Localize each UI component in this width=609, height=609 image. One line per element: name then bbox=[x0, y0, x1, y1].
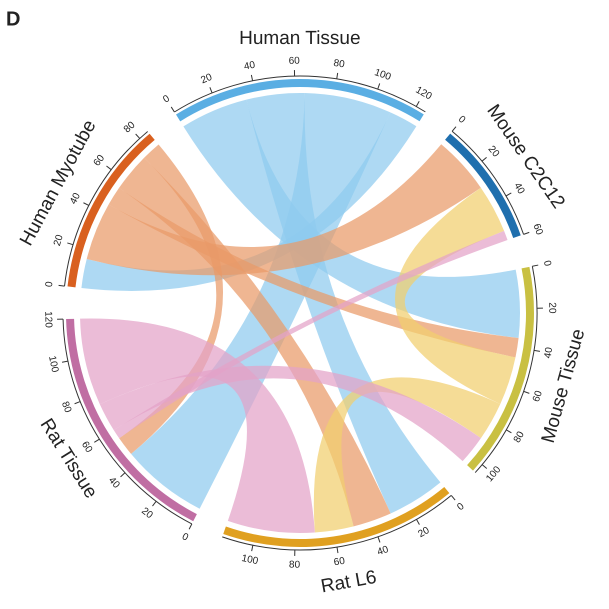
sector-baseline bbox=[174, 75, 426, 113]
tick-label: 40 bbox=[68, 191, 83, 206]
tick-mark bbox=[94, 438, 100, 443]
sector-baseline bbox=[474, 266, 538, 473]
sector-baseline bbox=[222, 495, 452, 551]
chord bbox=[395, 187, 516, 404]
tick-mark bbox=[250, 74, 254, 81]
chord bbox=[80, 318, 315, 533]
tick-mark bbox=[481, 464, 488, 469]
tick-mark bbox=[120, 472, 126, 478]
tick-mark bbox=[74, 401, 81, 405]
chord bbox=[183, 99, 520, 338]
tick-mark bbox=[83, 202, 90, 206]
sector-name: Rat Tissue bbox=[36, 415, 102, 502]
tick-label: 20 bbox=[416, 525, 431, 540]
tick-mark bbox=[188, 523, 193, 530]
tick-mark bbox=[450, 495, 456, 501]
tick-label: 80 bbox=[333, 58, 346, 71]
tick-mark bbox=[532, 264, 539, 267]
sector-arc bbox=[467, 266, 534, 471]
tick-mark bbox=[336, 547, 339, 554]
sector-arc bbox=[223, 486, 450, 547]
tick-label: 80 bbox=[122, 119, 138, 135]
tick-mark bbox=[106, 165, 112, 171]
tick-mark bbox=[523, 231, 530, 235]
chord bbox=[119, 157, 391, 527]
tick-label: 60 bbox=[92, 153, 108, 169]
tick-mark bbox=[58, 284, 65, 287]
sector-arc bbox=[67, 133, 155, 288]
sector-name: Mouse Tissue bbox=[538, 327, 590, 446]
tick-mark bbox=[415, 101, 420, 107]
tick-mark bbox=[523, 390, 530, 394]
sector-baseline bbox=[64, 131, 148, 287]
tick-label: 100 bbox=[484, 464, 503, 484]
tick-label: 40 bbox=[106, 475, 122, 491]
tick-label: 20 bbox=[139, 506, 155, 522]
tick-label: 120 bbox=[414, 85, 434, 103]
tick-label: 80 bbox=[59, 400, 74, 415]
tick-label: 20 bbox=[546, 302, 557, 314]
chord bbox=[108, 187, 519, 358]
sector-arc bbox=[175, 78, 424, 122]
chord bbox=[81, 112, 417, 291]
sector-arc bbox=[66, 318, 197, 522]
tick-mark bbox=[451, 126, 457, 132]
tick-label: 60 bbox=[531, 389, 545, 404]
tick-label: 20 bbox=[199, 72, 214, 87]
tick-mark bbox=[61, 360, 69, 363]
tick-label: 100 bbox=[241, 553, 260, 567]
tick-mark bbox=[416, 519, 420, 525]
tick-label: 0 bbox=[44, 281, 56, 288]
tick-mark bbox=[377, 536, 381, 543]
tick-label: 0 bbox=[180, 531, 190, 544]
tick-label: 0 bbox=[161, 93, 172, 106]
tick-label: 120 bbox=[42, 311, 53, 328]
tick-mark bbox=[481, 156, 487, 162]
sector-name: Rat L6 bbox=[319, 567, 378, 598]
tick-mark bbox=[170, 106, 175, 113]
panel-label: D bbox=[6, 8, 20, 30]
tick-mark bbox=[135, 133, 141, 139]
chords bbox=[80, 93, 520, 533]
sector-baseline bbox=[451, 130, 525, 235]
tick-mark bbox=[152, 501, 157, 507]
tick-mark bbox=[377, 83, 381, 90]
tick-mark bbox=[67, 242, 74, 246]
tick-label: 0 bbox=[541, 260, 553, 268]
tick-label: 60 bbox=[79, 440, 94, 456]
chord bbox=[113, 230, 508, 439]
tick-label: 20 bbox=[52, 233, 66, 247]
tick-mark bbox=[505, 192, 512, 197]
tick-mark bbox=[251, 545, 254, 552]
tick-label: 20 bbox=[486, 144, 502, 160]
tick-label: 100 bbox=[373, 67, 393, 83]
tick-label: 40 bbox=[243, 60, 257, 73]
tick-label: 80 bbox=[289, 559, 301, 570]
tick-label: 100 bbox=[46, 355, 60, 374]
tick-label: 40 bbox=[543, 346, 556, 359]
tick-label: 0 bbox=[456, 114, 468, 126]
sector-arc bbox=[445, 133, 521, 239]
sector-name: Human Tissue bbox=[239, 28, 360, 49]
tick-mark bbox=[533, 349, 541, 352]
tick-label: 40 bbox=[376, 544, 391, 558]
tick-label: 80 bbox=[512, 429, 527, 444]
tick-label: 60 bbox=[333, 556, 346, 569]
tick-mark bbox=[209, 87, 213, 94]
tick-label: 40 bbox=[511, 181, 526, 196]
tick-mark bbox=[336, 72, 339, 79]
chord bbox=[99, 365, 481, 462]
tick-label: 0 bbox=[455, 501, 467, 513]
tick-label: 60 bbox=[289, 56, 301, 67]
tick-mark bbox=[505, 429, 512, 434]
chord bbox=[313, 377, 501, 533]
tick-label: 60 bbox=[531, 222, 545, 237]
